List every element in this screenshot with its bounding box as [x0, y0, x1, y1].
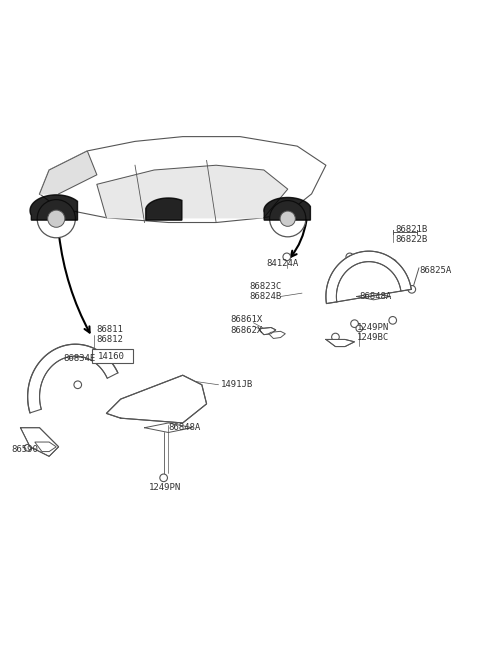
Text: 86811
86812: 86811 86812: [97, 325, 124, 345]
Circle shape: [332, 333, 339, 341]
Circle shape: [351, 320, 359, 328]
Polygon shape: [28, 345, 118, 413]
Polygon shape: [30, 195, 77, 220]
Text: 86821B
86822B: 86821B 86822B: [395, 225, 427, 244]
Text: 84124A: 84124A: [266, 259, 299, 268]
Text: 86848A: 86848A: [168, 423, 201, 432]
Text: 86823C
86824B: 86823C 86824B: [250, 282, 282, 301]
Circle shape: [356, 325, 363, 332]
Polygon shape: [269, 331, 285, 339]
Circle shape: [160, 474, 168, 481]
Text: 86590: 86590: [11, 445, 38, 454]
Text: 86861X
86862X: 86861X 86862X: [230, 316, 263, 335]
Circle shape: [270, 200, 306, 237]
Circle shape: [79, 345, 86, 353]
Circle shape: [24, 445, 31, 451]
Circle shape: [36, 436, 43, 443]
Circle shape: [180, 377, 186, 383]
Polygon shape: [326, 339, 355, 346]
Circle shape: [408, 286, 416, 293]
Circle shape: [48, 210, 65, 227]
Circle shape: [91, 353, 98, 360]
Polygon shape: [326, 251, 411, 303]
Text: 14160: 14160: [98, 352, 125, 361]
Circle shape: [389, 259, 396, 267]
Polygon shape: [146, 198, 182, 220]
Circle shape: [283, 253, 290, 261]
Bar: [92, 349, 132, 364]
Polygon shape: [35, 442, 56, 451]
Polygon shape: [97, 165, 288, 217]
Polygon shape: [107, 375, 206, 423]
Circle shape: [389, 316, 396, 324]
Circle shape: [346, 253, 354, 261]
Polygon shape: [21, 428, 59, 457]
Polygon shape: [259, 328, 276, 335]
Circle shape: [37, 200, 75, 238]
Polygon shape: [39, 151, 97, 194]
Polygon shape: [39, 137, 326, 223]
Circle shape: [74, 381, 82, 388]
Text: 1249PN
1249BC: 1249PN 1249BC: [357, 322, 389, 342]
Text: 1491JB: 1491JB: [221, 381, 253, 389]
Text: 86848A: 86848A: [360, 292, 392, 301]
Polygon shape: [264, 197, 311, 220]
Circle shape: [103, 364, 110, 372]
Circle shape: [280, 211, 295, 227]
Text: 1249PN: 1249PN: [149, 483, 181, 492]
Text: 86825A: 86825A: [419, 266, 451, 274]
Text: 86834E: 86834E: [63, 354, 96, 363]
